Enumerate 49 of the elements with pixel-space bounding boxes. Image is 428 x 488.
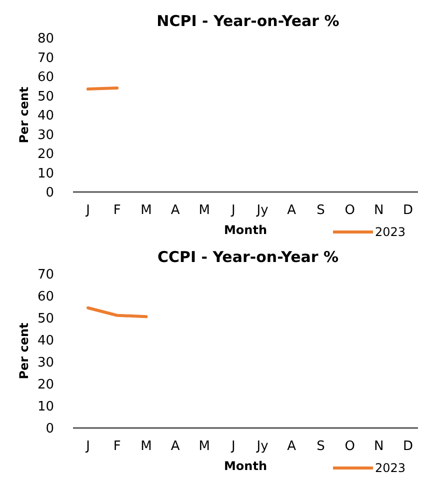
y-tick-label: 20 xyxy=(37,378,54,393)
y-axis-title: Per cent xyxy=(17,86,31,144)
y-tick-label: 60 xyxy=(37,70,54,86)
x-tick-label: J xyxy=(230,439,236,454)
x-tick-label: M xyxy=(198,439,210,454)
y-tick-label: 50 xyxy=(37,89,54,104)
x-tick-label: J xyxy=(85,439,90,454)
chart-title: NCPI - Year-on-Year % xyxy=(156,12,340,30)
y-tick-label: 60 xyxy=(37,290,54,305)
y-tick-label: 80 xyxy=(37,32,54,47)
x-tick-label: M xyxy=(198,203,210,218)
y-tick-label: 0 xyxy=(46,422,54,437)
x-axis-title: Month xyxy=(224,223,268,237)
chart-title: CCPI - Year-on-Year % xyxy=(157,248,339,266)
x-tick-label: F xyxy=(113,439,121,454)
x-tick-label: O xyxy=(344,439,355,454)
y-tick-label: 10 xyxy=(37,400,54,415)
x-tick-label: F xyxy=(113,203,121,218)
y-tick-label: 0 xyxy=(46,186,54,201)
y-tick-label: 30 xyxy=(37,356,54,371)
y-tick-label: 30 xyxy=(37,128,54,143)
x-tick-label: M xyxy=(140,439,152,454)
x-tick-label: O xyxy=(344,203,355,218)
x-tick-label: A xyxy=(287,203,296,218)
y-tick-label: 70 xyxy=(37,50,54,66)
y-tick-label: 40 xyxy=(37,334,54,349)
legend-label: 2023 xyxy=(375,461,406,475)
x-tick-label: Jy xyxy=(256,203,269,218)
y-tick-label: 20 xyxy=(37,147,54,162)
x-axis-title: Month xyxy=(224,459,268,473)
x-tick-label: N xyxy=(374,439,384,454)
y-tick-label: 50 xyxy=(37,312,54,327)
x-tick-label: N xyxy=(374,203,384,218)
legend-label: 2023 xyxy=(375,225,406,239)
y-axis-title: Per cent xyxy=(17,322,31,380)
y-tick-label: 10 xyxy=(37,166,54,182)
x-tick-label: A xyxy=(170,439,180,454)
x-tick-label: A xyxy=(287,439,296,454)
x-tick-label: M xyxy=(140,203,152,218)
x-tick-label: J xyxy=(85,203,90,218)
x-tick-label: S xyxy=(316,203,325,218)
y-tick-label: 40 xyxy=(37,108,54,124)
x-tick-label: A xyxy=(170,203,180,218)
x-tick-label: Jy xyxy=(256,439,269,454)
x-tick-label: J xyxy=(230,203,236,218)
x-tick-label: D xyxy=(402,439,414,454)
x-tick-label: D xyxy=(402,203,414,218)
y-tick-label: 70 xyxy=(37,268,54,283)
x-tick-label: S xyxy=(316,439,325,454)
